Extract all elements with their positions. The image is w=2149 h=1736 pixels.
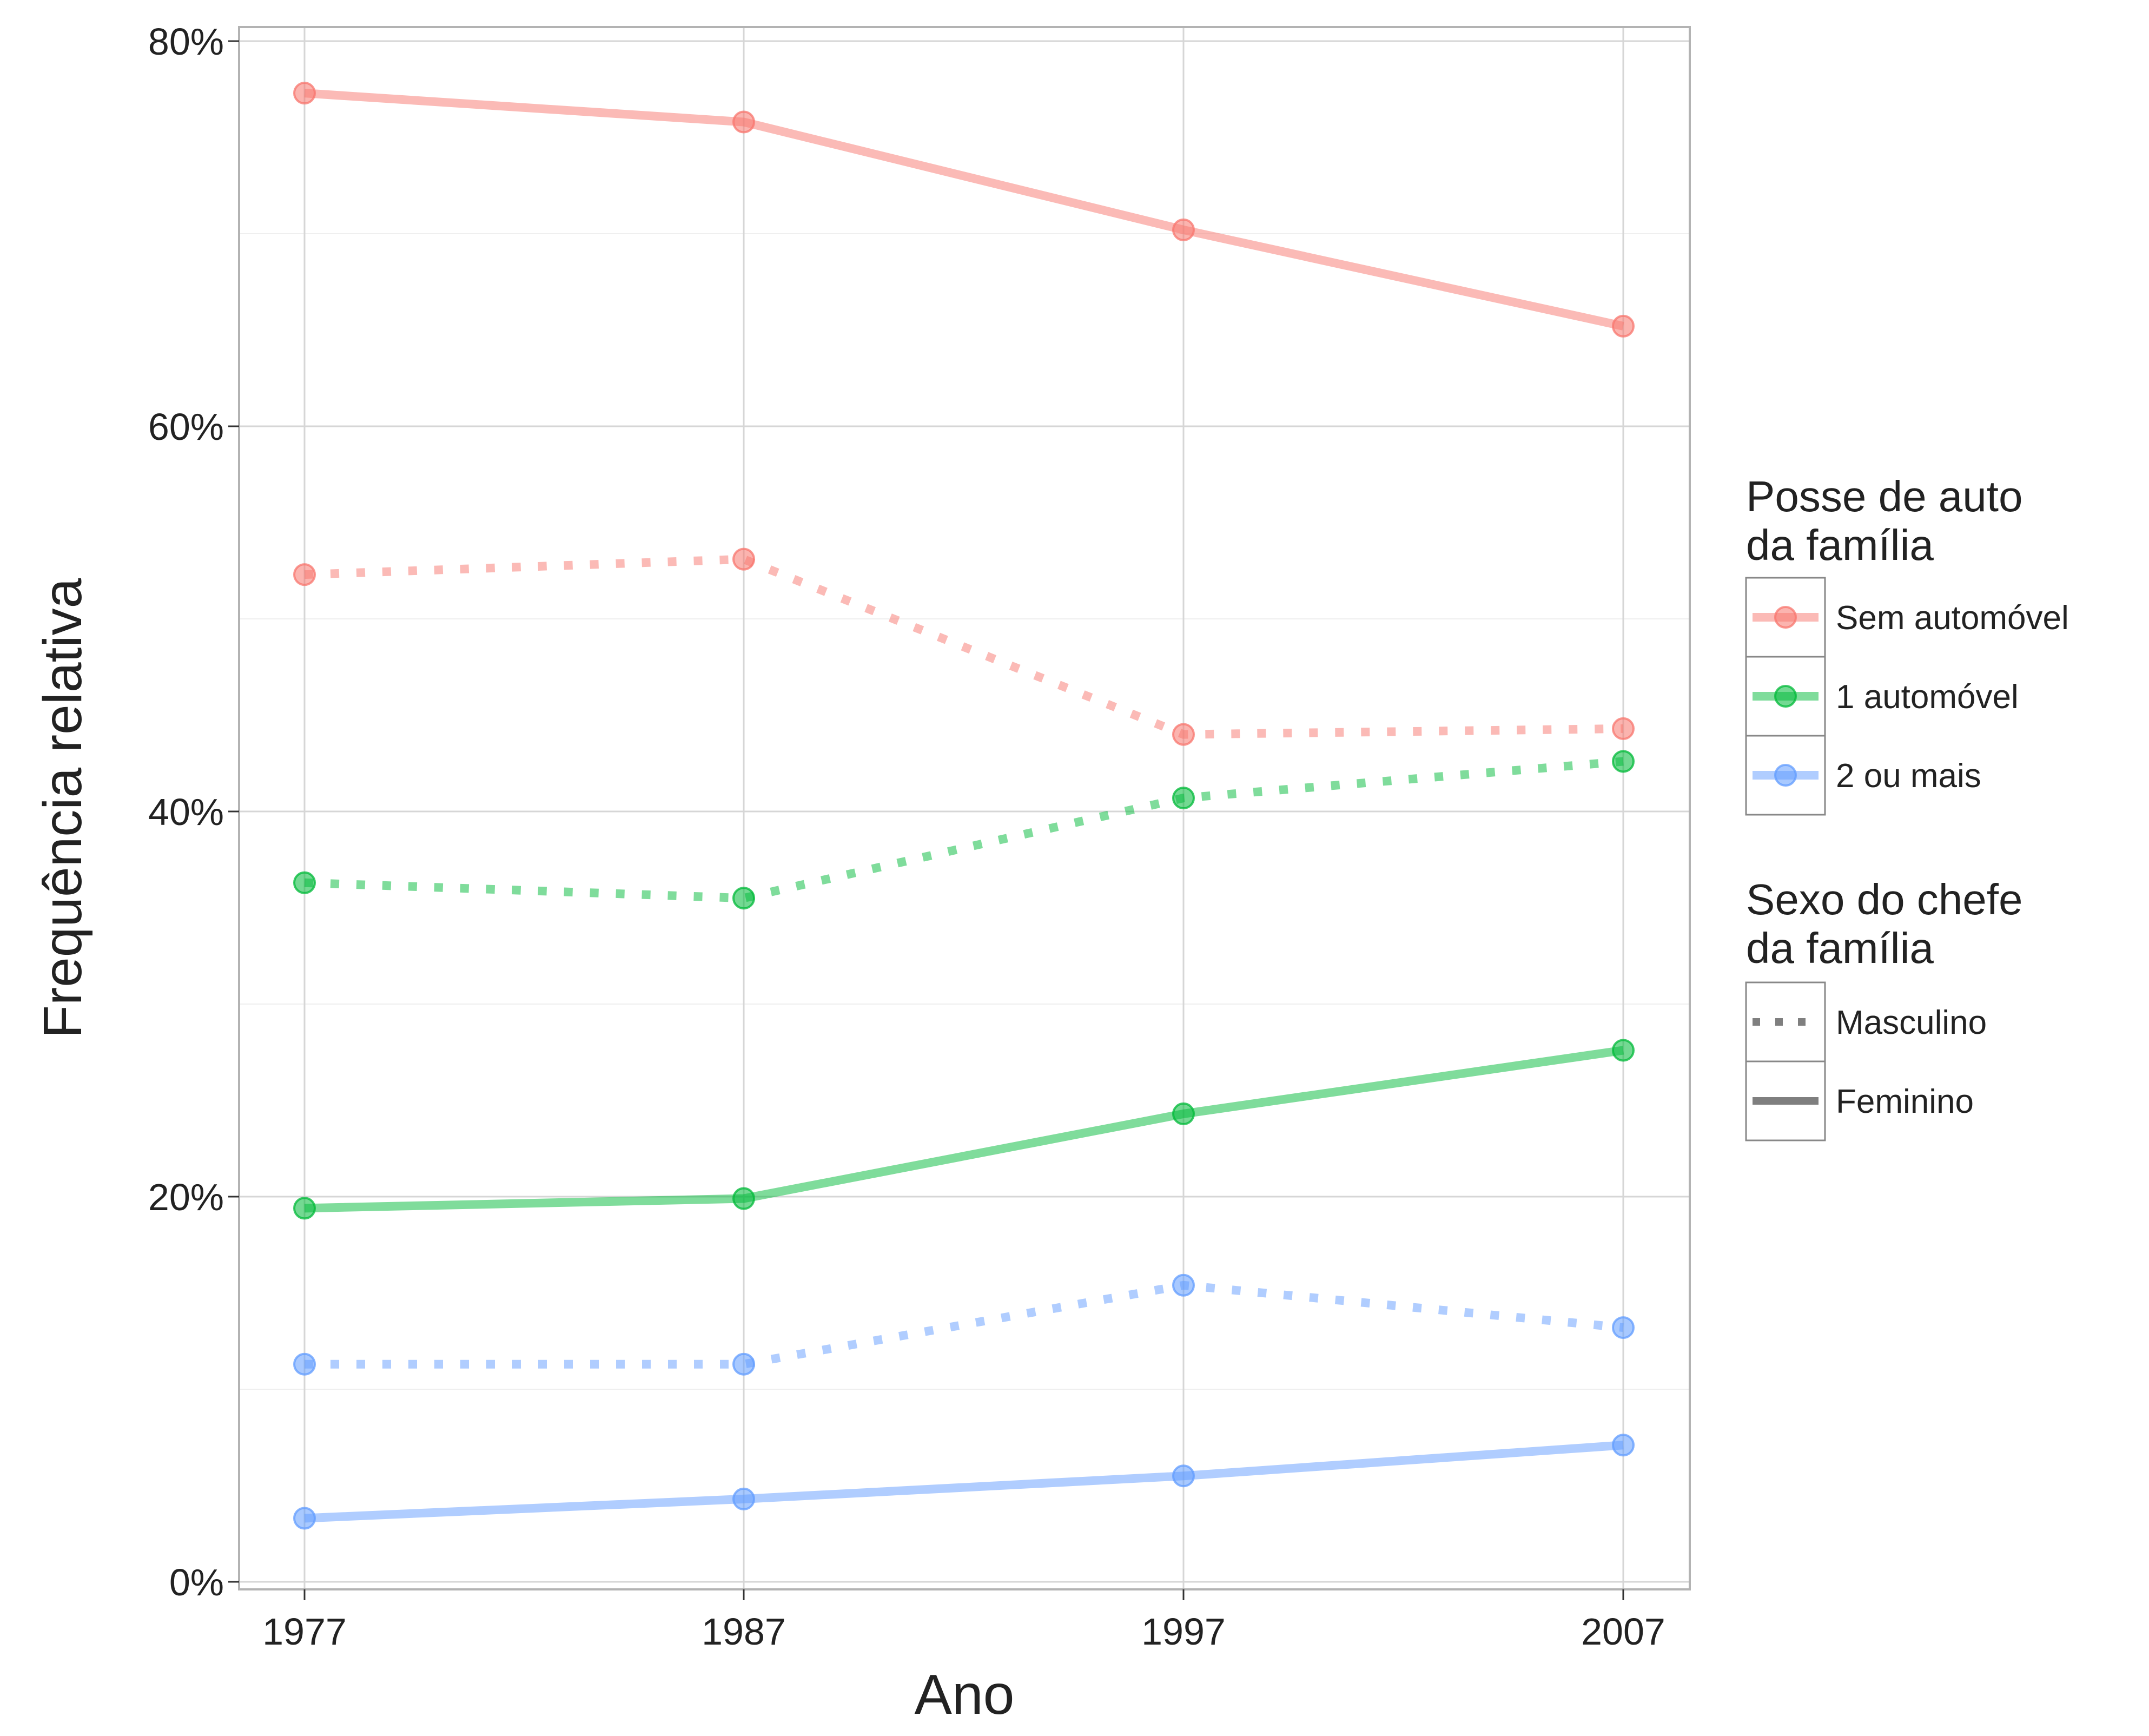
x-tick-label: 2007 xyxy=(1581,1610,1665,1653)
grid-major xyxy=(239,27,1690,1589)
y-tick-label: 40% xyxy=(148,791,224,833)
y-axis-title: Frequência relativa xyxy=(32,578,93,1038)
legend-title: Sexo do chefe xyxy=(1746,875,2022,923)
y-tick-label: 60% xyxy=(148,406,224,448)
legend-key-point xyxy=(1774,606,1797,629)
series-line xyxy=(305,1280,1624,1369)
legend-label: Sem automóvel xyxy=(1836,599,2069,637)
legend-title: da família xyxy=(1746,924,1934,972)
x-axis-title: Ano xyxy=(914,1664,1014,1726)
data-point xyxy=(732,1187,755,1210)
data-point xyxy=(1612,750,1635,773)
data-point xyxy=(1612,1316,1635,1339)
data-point xyxy=(1612,314,1635,338)
axes-layer: 0% 20% 40% 60% 80% 1977 1987 1997 2007 Ano Frequên… xyxy=(32,21,1691,1726)
data-point xyxy=(1172,218,1195,241)
data-point xyxy=(293,1352,316,1376)
data-point xyxy=(293,82,316,105)
legend-title: da família xyxy=(1746,521,1934,569)
legend-title: Posse de auto xyxy=(1746,472,2022,520)
data-point xyxy=(732,110,755,134)
data-point xyxy=(1612,1434,1635,1457)
grid-minor xyxy=(239,233,1690,1390)
legend-key-point xyxy=(1774,685,1797,708)
panel-border xyxy=(238,26,1691,1590)
x-tick-label: 1987 xyxy=(702,1610,786,1653)
y-tick-label: 20% xyxy=(148,1176,224,1218)
series-line xyxy=(304,1046,1624,1213)
data-point xyxy=(293,871,316,894)
data-point xyxy=(1612,717,1635,740)
data-point xyxy=(293,1507,316,1530)
data-point xyxy=(1172,723,1195,746)
data-point xyxy=(732,547,755,571)
legend-label: Masculino xyxy=(1836,1004,1987,1041)
data-point xyxy=(732,1487,755,1510)
data-point xyxy=(732,887,755,910)
series-line xyxy=(304,555,1624,739)
data-point xyxy=(1172,1102,1195,1125)
legend-label: Feminino xyxy=(1836,1083,1974,1120)
series-layer xyxy=(293,82,1635,1530)
data-point xyxy=(293,563,316,586)
series-line xyxy=(304,757,1624,903)
legend-key-point xyxy=(1774,764,1797,787)
x-tick-label: 1977 xyxy=(262,1610,347,1653)
legend-label: 1 automóvel xyxy=(1836,678,2019,716)
y-tick-label: 80% xyxy=(148,21,224,63)
series-line xyxy=(304,1441,1624,1523)
data-point xyxy=(293,1197,316,1220)
data-point xyxy=(1612,1039,1635,1062)
data-point xyxy=(1172,787,1195,810)
data-point xyxy=(1172,1273,1195,1297)
y-tick-label: 0% xyxy=(169,1561,224,1603)
x-tick-label: 1997 xyxy=(1141,1610,1226,1653)
data-point xyxy=(732,1352,755,1376)
series-line xyxy=(304,89,1624,331)
data-point xyxy=(1172,1464,1195,1488)
legend-label: 2 ou mais xyxy=(1836,757,1981,795)
